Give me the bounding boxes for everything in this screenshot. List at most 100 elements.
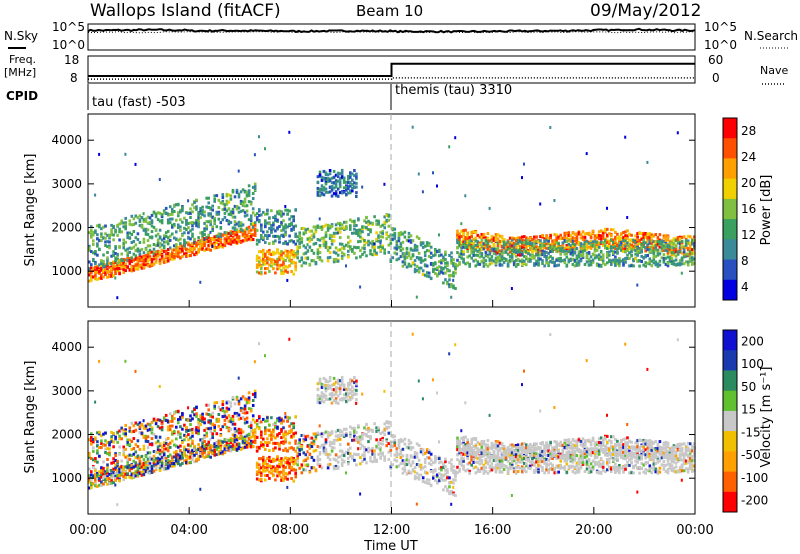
power-cell-2701 [537, 245, 540, 249]
power-cell-800 [203, 248, 206, 252]
power-cell-2999 [579, 259, 583, 263]
power-cell-3567 [662, 236, 666, 240]
power-cell-2628 [527, 237, 530, 241]
velocity-cell-222 [118, 467, 121, 471]
power-cell-1934 [397, 234, 401, 238]
velocity-cell-964 [225, 425, 229, 429]
velocity-cell-289 [128, 443, 132, 447]
power-cell-3579 [664, 238, 668, 242]
power-cell-3767 [691, 256, 694, 260]
power-cell-1516 [316, 248, 320, 252]
power-cell-3308 [624, 249, 627, 253]
power-cell-2165 [460, 240, 463, 244]
power-cell-3740 [686, 252, 690, 256]
power-cell-1640 [334, 257, 338, 261]
power-cell-2551 [514, 248, 518, 252]
velocity-cell-449 [152, 464, 156, 468]
power-cell-3310 [624, 239, 627, 243]
power-cell-1712 [345, 224, 348, 228]
velocity-cell-142 [108, 472, 111, 476]
power-cell-483 [156, 218, 160, 222]
velocity-cell-850 [209, 421, 212, 425]
power-cell-sparse-170 [432, 171, 434, 175]
power-cell-3348 [630, 247, 633, 251]
power-cell-3265 [618, 264, 621, 268]
power-cell-220 [118, 238, 121, 242]
power-cell-2591 [521, 251, 524, 255]
power-cell-1695 [342, 245, 346, 249]
power-cell-1129 [249, 214, 253, 218]
power-cell-1030 [235, 222, 239, 226]
power-cell-289 [128, 236, 132, 240]
power-cell-20 [90, 275, 93, 279]
velocity-cell-485 [156, 445, 160, 449]
power-cell-2386 [490, 240, 494, 244]
power-cell-193 [114, 259, 117, 263]
power-cell-2583 [521, 235, 524, 239]
velocity-cell-369 [140, 465, 144, 469]
power-cell-2185 [462, 252, 465, 256]
power-cell-sparse-61 [211, 244, 214, 248]
power-cell-2776 [547, 242, 550, 246]
power-cell-59 [96, 264, 99, 268]
power-cell-103 [102, 269, 105, 273]
velocity-cell-221 [118, 452, 121, 456]
power-cell-3327 [628, 238, 631, 242]
power-cell-963 [225, 209, 229, 213]
power-cell-1518 [316, 252, 320, 256]
power-cell-1289 [274, 262, 277, 266]
power-cell-1616 [330, 224, 334, 228]
power-cell-973 [227, 222, 231, 226]
power-cell-1180 [258, 260, 261, 264]
power-cell-3379 [634, 257, 637, 261]
power-cell-2068 [436, 273, 439, 277]
power-cell-2834 [555, 258, 558, 262]
power-cell-1545 [320, 225, 324, 229]
velocity-cell-58 [96, 475, 99, 479]
power-cell-1869 [379, 235, 382, 239]
power-cell-565 [168, 256, 172, 260]
velocity-cell-665 [183, 423, 186, 427]
power-cell-2649 [529, 246, 532, 250]
power-cell-485 [156, 238, 160, 242]
power-cell-1757 [351, 172, 354, 176]
velocity-cell-1024 [235, 440, 239, 444]
power-cell-1259 [268, 222, 271, 226]
power-cell-sparse-180 [452, 278, 455, 282]
velocity-cell-19 [90, 486, 93, 490]
power-cell-1531 [318, 226, 322, 229]
power-cell-3238 [614, 250, 617, 254]
power-cell-831 [207, 243, 210, 247]
power-cell-2455 [500, 252, 504, 256]
power-cell-3517 [654, 248, 658, 252]
velocity-cell-794 [201, 412, 204, 416]
velocity-cell-1046 [237, 402, 241, 406]
power-cell-250 [122, 246, 125, 250]
power-cell-3490 [650, 259, 654, 263]
power-cell-1941 [399, 245, 403, 249]
power-cell-2822 [555, 238, 558, 242]
power-cell-2320 [482, 235, 486, 239]
power-cell-586 [171, 217, 174, 221]
velocity-cell-414 [146, 435, 150, 439]
velocity-cell-627 [177, 445, 180, 449]
velocity-cell-909 [217, 439, 221, 443]
power-colorbar-frame [722, 117, 738, 301]
power-cell-3406 [638, 251, 641, 254]
power-cell-3148 [601, 236, 605, 240]
power-colorbar-swatch-0 [723, 118, 737, 139]
velocity-cell-611 [175, 437, 178, 441]
power-cell-3336 [628, 244, 631, 248]
velocity-cell-783 [199, 414, 202, 417]
power-cell-2482 [504, 242, 508, 246]
power-cell-1834 [369, 221, 372, 225]
power-cell-218 [118, 230, 121, 234]
power-cell-3235 [614, 261, 617, 265]
power-cell-3292 [622, 263, 625, 267]
power-cell-423 [148, 251, 152, 255]
velocity-cell-819 [205, 412, 208, 416]
power-cell-3234 [614, 245, 617, 249]
velocity-cell-500 [158, 442, 162, 446]
power-cell-3448 [644, 264, 647, 268]
power-cell-259 [124, 240, 127, 244]
